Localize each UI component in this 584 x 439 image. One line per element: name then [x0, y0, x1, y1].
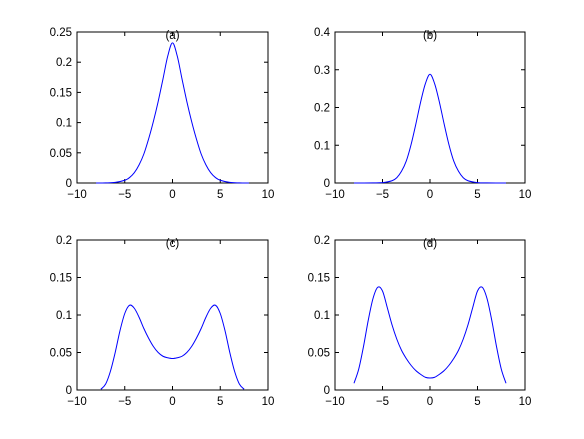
y-tick-label: 0 — [324, 178, 330, 190]
series-line — [353, 286, 507, 384]
y-tick-label: 0 — [66, 178, 72, 190]
y-tick-label: 0.2 — [56, 235, 72, 247]
axes-box — [76, 239, 269, 391]
x-tick-label: 5 — [217, 396, 223, 408]
subplot-2: −10 −5 0 5 10 0 0.05 0.1 0.15 0.2 (c) — [50, 235, 275, 408]
series-line — [96, 42, 249, 184]
subplot-3: −10 −5 0 5 10 0 0.05 0.1 0.15 0.2 (d) — [308, 235, 532, 408]
axes-box — [76, 31, 269, 184]
y-tick-label: 0 — [66, 385, 72, 397]
x-tick-label: 0 — [169, 189, 175, 201]
y-tick-label: 0.4 — [314, 27, 331, 39]
x-tick-label: −5 — [118, 189, 131, 201]
x-tick-label: 10 — [519, 189, 532, 201]
subplot-title: (a) — [165, 30, 179, 42]
x-tick-label: 5 — [474, 396, 480, 408]
x-tick-label: −5 — [118, 396, 131, 408]
x-tick-label: −10 — [325, 189, 345, 201]
y-tick-label: 0.05 — [50, 348, 72, 360]
y-tick-label: 0.25 — [50, 27, 72, 39]
series-line — [353, 73, 507, 184]
axes-box — [334, 239, 526, 391]
x-tick-label: −5 — [376, 396, 389, 408]
x-tick-label: 0 — [169, 396, 175, 408]
y-tick-label: 0.3 — [314, 65, 330, 77]
y-tick-label: 0.1 — [56, 310, 72, 322]
x-tick-label: 0 — [427, 396, 433, 408]
y-tick-label: 0.15 — [50, 273, 72, 285]
x-tick-label: 10 — [519, 396, 532, 408]
subplot-title: (d) — [423, 238, 437, 250]
y-tick-label: 0.1 — [314, 310, 330, 322]
x-tick-label: 10 — [262, 189, 275, 201]
y-tick-label: 0.05 — [50, 148, 72, 160]
subplot-title: (b) — [423, 30, 437, 42]
y-tick-label: 0.1 — [56, 118, 72, 130]
series-line — [100, 304, 245, 390]
x-tick-label: −10 — [325, 396, 345, 408]
y-tick-label: 0.15 — [308, 273, 330, 285]
subplot-title: (c) — [166, 238, 180, 250]
x-tick-label: 5 — [217, 189, 223, 201]
axes-box — [334, 31, 526, 184]
y-tick-label: 0 — [324, 385, 330, 397]
y-tick-label: 0.05 — [308, 348, 330, 360]
x-tick-label: 10 — [262, 396, 275, 408]
y-tick-label: 0.2 — [56, 57, 72, 69]
subplot-0: −10 −5 0 5 10 0 0.05 0.1 0.15 0.2 0.25 (a) — [50, 27, 275, 201]
x-tick-label: −10 — [67, 396, 87, 408]
x-tick-label: −5 — [376, 189, 389, 201]
y-tick-label: 0.1 — [314, 140, 330, 152]
x-tick-label: −10 — [67, 189, 87, 201]
subplot-1: −10 −5 0 5 10 0 0.1 0.2 0.3 0.4 (b) — [314, 27, 531, 201]
x-tick-label: 0 — [427, 189, 433, 201]
y-tick-label: 0.2 — [314, 235, 330, 247]
y-tick-label: 0.15 — [50, 87, 72, 99]
x-tick-label: 5 — [474, 189, 480, 201]
y-tick-label: 0.2 — [314, 103, 330, 115]
